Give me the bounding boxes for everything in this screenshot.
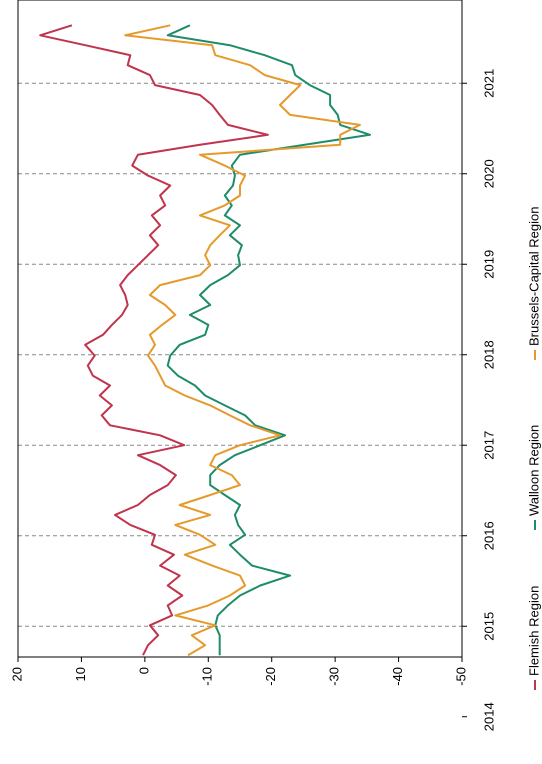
- x-tick-label: 2021: [481, 69, 496, 98]
- x-tick-label: 2018: [481, 340, 496, 369]
- series-line: [39, 24, 269, 656]
- y-tick-label: 20: [9, 667, 24, 681]
- legend-label: Brussels-Capital Region: [526, 207, 541, 346]
- y-tick-label: -20: [263, 667, 278, 686]
- rotated-chart: 2014 2015 2016 2017 2018 2019 2020 2021 20 10 0 -10…: [9, 0, 541, 731]
- y-tick-label: -10: [200, 667, 215, 686]
- x-tick-label: 2014: [481, 702, 496, 731]
- x-tick-label: 2015: [481, 612, 496, 641]
- legend-label: Walloon Region: [526, 425, 541, 516]
- x-tick-label: 2017: [481, 431, 496, 460]
- x-tick-label: 2019: [481, 250, 496, 279]
- y-tick-label: 10: [73, 667, 88, 681]
- y-tick-label: -40: [390, 667, 405, 686]
- legend-label: Flemish Region: [526, 586, 541, 676]
- plot-frame: [17, 0, 463, 658]
- y-tick-label: -30: [327, 667, 342, 686]
- y-tick-label: 0: [136, 667, 151, 674]
- y-tick-label: -50: [453, 667, 468, 686]
- x-tick-label: 2020: [481, 159, 496, 188]
- series-line: [124, 24, 361, 657]
- series-line: [166, 24, 371, 656]
- x-tick-label: 2016: [481, 521, 496, 550]
